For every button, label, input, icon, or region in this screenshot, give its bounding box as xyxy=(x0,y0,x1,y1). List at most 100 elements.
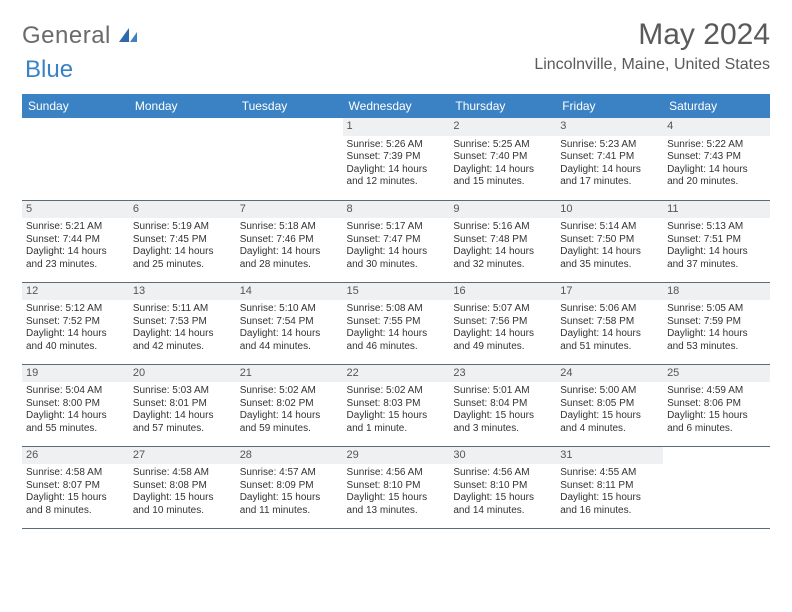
sunset-line: Sunset: 7:44 PM xyxy=(26,234,125,247)
calendar-cell: 19Sunrise: 5:04 AMSunset: 8:00 PMDayligh… xyxy=(22,364,129,446)
day-number: 1 xyxy=(343,118,450,136)
sunset-line: Sunset: 8:00 PM xyxy=(26,398,125,411)
col-fri: Friday xyxy=(556,94,663,118)
sunrise-line: Sunrise: 5:12 AM xyxy=(26,303,125,316)
col-thu: Thursday xyxy=(449,94,556,118)
sunrise-line: Sunrise: 5:01 AM xyxy=(453,385,552,398)
calendar-cell: 16Sunrise: 5:07 AMSunset: 7:56 PMDayligh… xyxy=(449,282,556,364)
calendar-cell: 30Sunrise: 4:56 AMSunset: 8:10 PMDayligh… xyxy=(449,446,556,528)
daylight-line: Daylight: 14 hours and 53 minutes. xyxy=(667,328,766,353)
sunset-line: Sunset: 7:46 PM xyxy=(240,234,339,247)
calendar-cell: 20Sunrise: 5:03 AMSunset: 8:01 PMDayligh… xyxy=(129,364,236,446)
daylight-line: Daylight: 14 hours and 20 minutes. xyxy=(667,164,766,189)
daylight-line: Daylight: 14 hours and 42 minutes. xyxy=(133,328,232,353)
sunset-line: Sunset: 7:47 PM xyxy=(347,234,446,247)
daylight-line: Daylight: 15 hours and 10 minutes. xyxy=(133,492,232,517)
calendar-cell: 2Sunrise: 5:25 AMSunset: 7:40 PMDaylight… xyxy=(449,118,556,200)
sunrise-line: Sunrise: 5:00 AM xyxy=(560,385,659,398)
day-number: 26 xyxy=(22,447,129,465)
logo: General xyxy=(22,18,141,50)
calendar-cell: 8Sunrise: 5:17 AMSunset: 7:47 PMDaylight… xyxy=(343,200,450,282)
day-number: 6 xyxy=(129,201,236,219)
calendar-cell: 25Sunrise: 4:59 AMSunset: 8:06 PMDayligh… xyxy=(663,364,770,446)
day-number: 25 xyxy=(663,365,770,383)
sunset-line: Sunset: 7:55 PM xyxy=(347,316,446,329)
day-number: 29 xyxy=(343,447,450,465)
sunset-line: Sunset: 7:45 PM xyxy=(133,234,232,247)
daylight-line: Daylight: 14 hours and 59 minutes. xyxy=(240,410,339,435)
calendar-row: 19Sunrise: 5:04 AMSunset: 8:00 PMDayligh… xyxy=(22,364,770,446)
daylight-line: Daylight: 14 hours and 28 minutes. xyxy=(240,246,339,271)
daylight-line: Daylight: 14 hours and 32 minutes. xyxy=(453,246,552,271)
sunrise-line: Sunrise: 5:17 AM xyxy=(347,221,446,234)
logo-sail-icon xyxy=(117,26,139,49)
day-number: 4 xyxy=(663,118,770,136)
day-number: 18 xyxy=(663,283,770,301)
sunset-line: Sunset: 7:50 PM xyxy=(560,234,659,247)
sunrise-line: Sunrise: 5:13 AM xyxy=(667,221,766,234)
daylight-line: Daylight: 15 hours and 11 minutes. xyxy=(240,492,339,517)
sunrise-line: Sunrise: 5:02 AM xyxy=(347,385,446,398)
calendar-cell: 11Sunrise: 5:13 AMSunset: 7:51 PMDayligh… xyxy=(663,200,770,282)
logo-word1: General xyxy=(22,22,111,50)
sunrise-line: Sunrise: 5:02 AM xyxy=(240,385,339,398)
col-sat: Saturday xyxy=(663,94,770,118)
sunset-line: Sunset: 8:11 PM xyxy=(560,480,659,493)
sunrise-line: Sunrise: 4:56 AM xyxy=(347,467,446,480)
daylight-line: Daylight: 15 hours and 16 minutes. xyxy=(560,492,659,517)
calendar-cell: 12Sunrise: 5:12 AMSunset: 7:52 PMDayligh… xyxy=(22,282,129,364)
sunset-line: Sunset: 8:03 PM xyxy=(347,398,446,411)
calendar-cell xyxy=(22,118,129,200)
logo-word2: Blue xyxy=(25,56,73,84)
day-number: 7 xyxy=(236,201,343,219)
sunrise-line: Sunrise: 5:14 AM xyxy=(560,221,659,234)
calendar-cell: 1Sunrise: 5:26 AMSunset: 7:39 PMDaylight… xyxy=(343,118,450,200)
col-tue: Tuesday xyxy=(236,94,343,118)
calendar-cell: 6 Sunrise: 5:19 AMSunset: 7:45 PMDaylight… xyxy=(129,200,236,282)
col-sun: Sunday xyxy=(22,94,129,118)
day-number: 28 xyxy=(236,447,343,465)
sunrise-line: Sunrise: 5:08 AM xyxy=(347,303,446,316)
sunrise-line: Sunrise: 5:03 AM xyxy=(133,385,232,398)
calendar-table: Sunday Monday Tuesday Wednesday Thursday… xyxy=(22,94,770,529)
sunset-line: Sunset: 8:08 PM xyxy=(133,480,232,493)
daylight-line: Daylight: 14 hours and 25 minutes. xyxy=(133,246,232,271)
sunset-line: Sunset: 7:48 PM xyxy=(453,234,552,247)
sunset-line: Sunset: 8:10 PM xyxy=(453,480,552,493)
sunset-line: Sunset: 7:40 PM xyxy=(453,151,552,164)
day-header-row: Sunday Monday Tuesday Wednesday Thursday… xyxy=(22,94,770,118)
location: Lincolnville, Maine, United States xyxy=(534,56,770,74)
sunrise-line: Sunrise: 4:59 AM xyxy=(667,385,766,398)
sunrise-line: Sunrise: 4:58 AM xyxy=(133,467,232,480)
sunset-line: Sunset: 8:10 PM xyxy=(347,480,446,493)
sunset-line: Sunset: 7:58 PM xyxy=(560,316,659,329)
calendar-cell xyxy=(129,118,236,200)
day-number: 5 xyxy=(22,201,129,219)
daylight-line: Daylight: 14 hours and 51 minutes. xyxy=(560,328,659,353)
day-number: 2 xyxy=(449,118,556,136)
calendar-cell: 18 Sunrise: 5:05 AMSunset: 7:59 PMDayligh… xyxy=(663,282,770,364)
sunset-line: Sunset: 7:56 PM xyxy=(453,316,552,329)
daylight-line: Daylight: 14 hours and 46 minutes. xyxy=(347,328,446,353)
calendar-body: 1Sunrise: 5:26 AMSunset: 7:39 PMDaylight… xyxy=(22,118,770,528)
sunrise-line: Sunrise: 5:19 AM xyxy=(133,221,232,234)
sunrise-line: Sunrise: 5:07 AM xyxy=(453,303,552,316)
calendar-cell: 27Sunrise: 4:58 AMSunset: 8:08 PMDayligh… xyxy=(129,446,236,528)
day-number: 21 xyxy=(236,365,343,383)
day-number: 23 xyxy=(449,365,556,383)
calendar-cell xyxy=(236,118,343,200)
daylight-line: Daylight: 14 hours and 37 minutes. xyxy=(667,246,766,271)
sunset-line: Sunset: 8:07 PM xyxy=(26,480,125,493)
calendar-row: 5Sunrise: 5:21 AMSunset: 7:44 PMDaylight… xyxy=(22,200,770,282)
sunset-line: Sunset: 7:59 PM xyxy=(667,316,766,329)
day-number: 3 xyxy=(556,118,663,136)
daylight-line: Daylight: 15 hours and 3 minutes. xyxy=(453,410,552,435)
sunrise-line: Sunrise: 5:05 AM xyxy=(667,303,766,316)
day-number: 19 xyxy=(22,365,129,383)
sunrise-line: Sunrise: 5:10 AM xyxy=(240,303,339,316)
daylight-line: Daylight: 14 hours and 35 minutes. xyxy=(560,246,659,271)
sunrise-line: Sunrise: 5:26 AM xyxy=(347,139,446,152)
title-block: May 2024 Lincolnville, Maine, United Sta… xyxy=(534,18,770,74)
sunset-line: Sunset: 8:02 PM xyxy=(240,398,339,411)
calendar-cell: 22Sunrise: 5:02 AMSunset: 8:03 PMDayligh… xyxy=(343,364,450,446)
